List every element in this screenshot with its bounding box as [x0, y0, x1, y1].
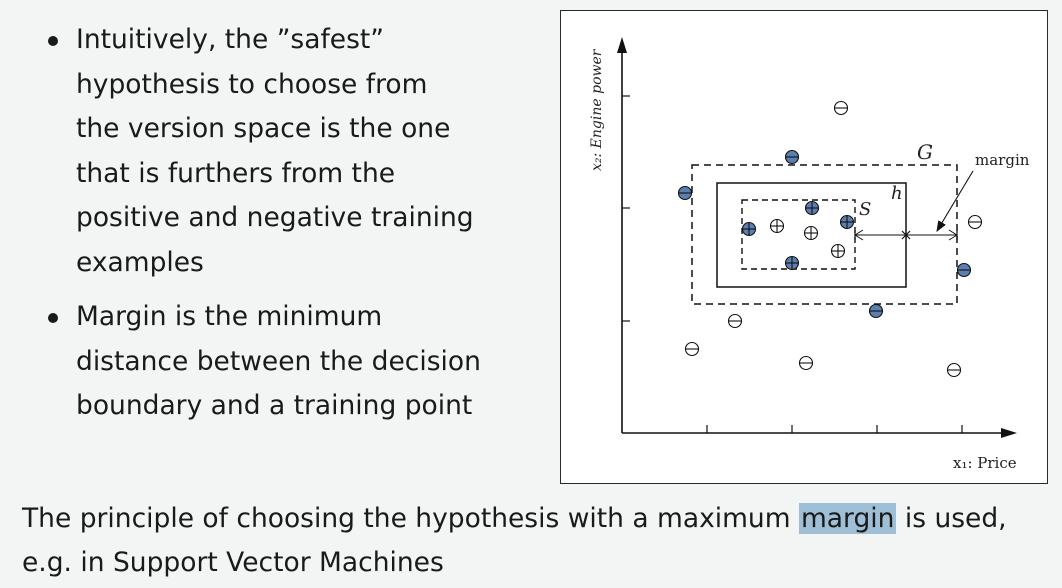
- general-boundary-G: [691, 164, 958, 305]
- y-axis-label: x₂: Engine power: [589, 48, 605, 171]
- bullet-text-line: distance between the decision: [76, 345, 481, 377]
- bullet-text-line: Intuitively, the ”safest”: [76, 24, 385, 55]
- bullet-text-line: hypothesis to choose from: [76, 68, 428, 100]
- positive-example-point: [741, 221, 757, 237]
- bullet-text-line: the version space is the one: [76, 113, 451, 144]
- footer-line-2: e.g. in Support Vector Machines: [22, 547, 444, 578]
- positive-example-point: [804, 200, 820, 216]
- bullet-text-line: that is furthers from the: [76, 157, 396, 189]
- bullet-text-line: positive and negative training: [76, 202, 474, 233]
- footer-text-after: is used,: [896, 503, 1007, 534]
- negative-example-point: [967, 214, 983, 230]
- negative-example-point: [946, 362, 962, 378]
- bullet-dot: [48, 36, 58, 46]
- x-axis-label: x₁: Price: [953, 454, 1017, 472]
- version-space-figure: x₂: Engine power x₁: Price G h S margin: [560, 10, 1048, 484]
- label-h: h: [891, 183, 903, 204]
- positive-example-point: [769, 218, 785, 234]
- margin-midpoint-cross-icon: [901, 230, 911, 240]
- footer-text: The principle of choosing the hypothesis…: [22, 497, 1052, 585]
- positive-example-point: [839, 214, 855, 230]
- label-margin: margin: [975, 151, 1030, 169]
- bullet-text-line: examples: [76, 246, 204, 278]
- bullet-dot: [48, 313, 58, 323]
- margin-dimension-line-detail: [854, 229, 864, 236]
- positive-example-point: [803, 225, 819, 241]
- margin-dimension-line-detail: [854, 234, 864, 241]
- bullet-text-line: boundary and a training point: [76, 390, 473, 421]
- negative-example-point: [956, 262, 972, 278]
- footer-line-1: The principle of choosing the hypothesis…: [22, 497, 1052, 541]
- x-axis-arrow-icon: [1001, 428, 1017, 438]
- bullet-list: Intuitively, the ”safest” hypothesis to …: [40, 18, 540, 439]
- negative-example-point: [684, 341, 700, 357]
- margin-dimension-line-detail: [948, 234, 958, 241]
- negative-example-point: [784, 149, 800, 165]
- highlighted-word: margin: [798, 503, 897, 534]
- y-axis-arrow-icon: [617, 37, 627, 53]
- negative-example-point: [868, 303, 884, 319]
- specific-boundary-S: [741, 199, 856, 270]
- negative-example-point: [727, 313, 743, 329]
- negative-example-point: [833, 100, 849, 116]
- positive-example-point: [830, 243, 846, 259]
- bullet-item-margin-definition: Margin is the minimum distance between t…: [40, 295, 540, 429]
- margin-pointer: [936, 170, 974, 232]
- version-space-diagram: x₂: Engine power x₁: Price G h S margin: [589, 37, 1030, 472]
- negative-example-point: [677, 185, 693, 201]
- label-G: G: [917, 140, 933, 164]
- training-points: [677, 100, 983, 378]
- label-S: S: [859, 199, 871, 220]
- negative-example-point: [798, 355, 814, 371]
- bullet-item-safest-hypothesis: Intuitively, the ”safest” hypothesis to …: [40, 18, 540, 285]
- positive-example-point: [784, 255, 800, 271]
- bullet-text-line: Margin is the minimum: [76, 301, 383, 332]
- footer-text-before: The principle of choosing the hypothesis…: [22, 503, 799, 534]
- margin-dimension-line-detail: [948, 229, 958, 236]
